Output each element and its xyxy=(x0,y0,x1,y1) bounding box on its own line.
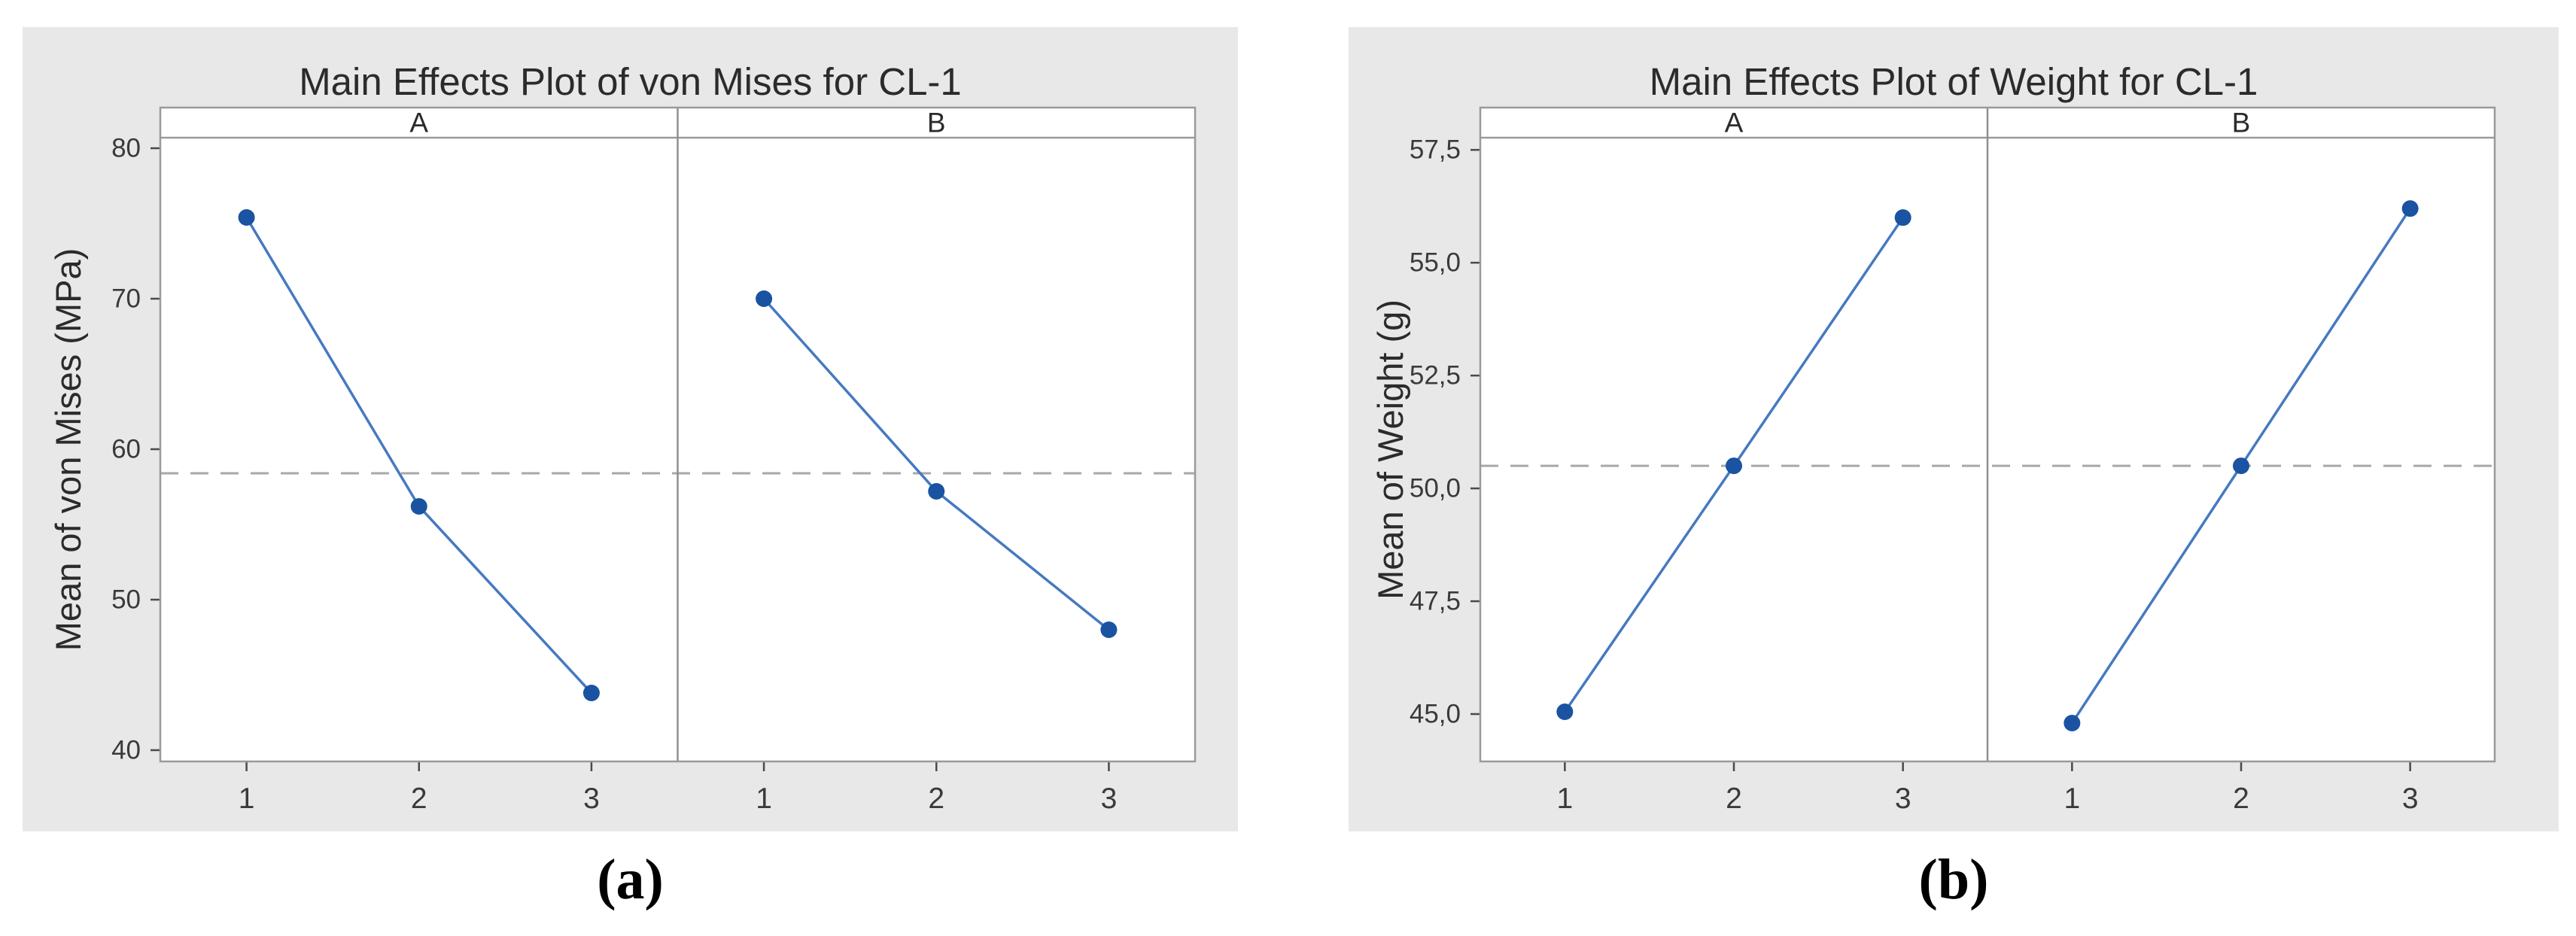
y-tick-label: 52,5 xyxy=(1410,361,1461,391)
y-tick-label: 47,5 xyxy=(1410,587,1461,616)
x-tick-label: 1 xyxy=(2064,783,2080,815)
x-tick-label: 1 xyxy=(756,783,772,815)
chart-title: Main Effects Plot of Weight for CL-1 xyxy=(1650,60,2258,103)
y-axis-label: Mean of Weight (g) xyxy=(1370,299,1410,600)
y-tick-label: 50 xyxy=(111,585,141,615)
x-tick-label: 3 xyxy=(1101,783,1118,815)
chart-canvas-von-mises: 80 70 60 50 40 1 2 3 A 1 2 3 B Main Effects Plot of v… xyxy=(48,60,1197,815)
x-tick-label: 3 xyxy=(1895,783,1911,815)
data-point xyxy=(928,483,945,500)
y-tick-label: 60 xyxy=(111,435,141,464)
chart-title: Main Effects Plot of von Mises for CL-1 xyxy=(299,60,962,103)
data-point xyxy=(1894,209,1911,226)
data-point xyxy=(2233,457,2249,475)
y-tick-label: 40 xyxy=(111,736,141,765)
plot-frame xyxy=(1479,106,2496,763)
data-point xyxy=(1556,704,1574,721)
y-tick-label: 45,0 xyxy=(1410,700,1461,729)
data-point xyxy=(756,290,773,307)
panel-header-label: B xyxy=(927,108,946,138)
x-tick-label: 2 xyxy=(928,783,944,815)
x-tick-label: 3 xyxy=(2402,783,2419,815)
panel-header-label: A xyxy=(1725,108,1744,138)
data-point xyxy=(2401,200,2419,217)
figure-caption-b: (b) xyxy=(1918,848,1989,911)
data-point xyxy=(1726,457,1742,475)
data-point xyxy=(2064,715,2081,732)
y-tick-label: 50,0 xyxy=(1410,474,1461,503)
main-effects-chart-von-mises: 80 70 60 50 40 1 2 3 A 1 2 3 B Main Effects Plot of v… xyxy=(23,27,1238,831)
x-tick-label: 2 xyxy=(411,783,427,815)
x-tick-label: 1 xyxy=(1556,783,1573,815)
plot-frame xyxy=(159,106,1197,763)
data-point xyxy=(1100,621,1118,638)
y-tick-label: 55,0 xyxy=(1410,248,1461,278)
main-effects-chart-weight: 57,5 55,0 52,5 50,0 47,5 45,0 1 2 3 A 1 2 3 B Main Eff… xyxy=(1349,27,2559,831)
y-tick-label: 70 xyxy=(111,284,141,314)
x-tick-label: 3 xyxy=(583,783,600,815)
data-point xyxy=(410,498,427,515)
x-tick-label: 1 xyxy=(239,783,255,815)
y-tick-label: 57,5 xyxy=(1410,135,1461,165)
y-tick-label: 80 xyxy=(111,134,141,163)
panel-header-label: B xyxy=(2232,108,2251,138)
panel-header-label: A xyxy=(409,108,428,138)
data-point xyxy=(238,209,255,226)
chart-canvas-weight: 57,5 55,0 52,5 50,0 47,5 45,0 1 2 3 A 1 2 3 B Main Eff… xyxy=(1370,60,2496,815)
figure-caption-a: (a) xyxy=(597,848,664,911)
y-axis-label: Mean of von Mises (MPa) xyxy=(48,248,88,651)
x-tick-label: 2 xyxy=(2233,783,2249,815)
data-point xyxy=(582,685,600,701)
x-tick-label: 2 xyxy=(1726,783,1742,815)
